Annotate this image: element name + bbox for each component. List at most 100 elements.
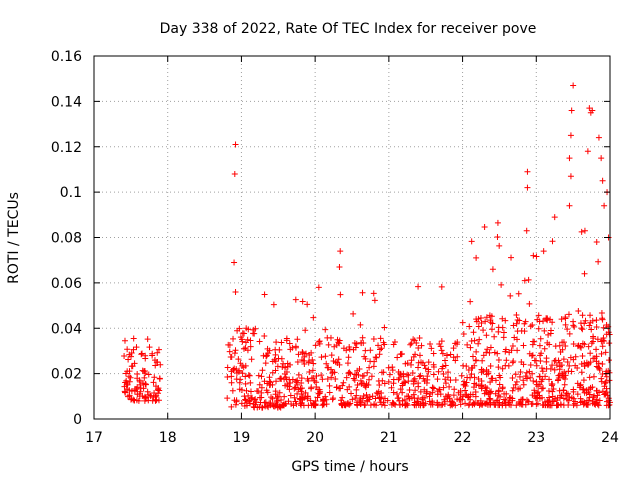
data-point (579, 312, 586, 319)
data-point (415, 380, 422, 387)
data-point (329, 396, 336, 403)
x-tick-label: 17 (85, 430, 103, 446)
data-point (346, 401, 353, 408)
data-point (584, 148, 591, 155)
data-point (525, 276, 532, 283)
data-point (327, 334, 334, 341)
data-point (370, 290, 377, 297)
data-point (417, 388, 424, 395)
data-point (570, 395, 577, 402)
data-point (415, 364, 422, 371)
data-point (145, 371, 152, 378)
data-point (406, 386, 413, 393)
data-point (533, 253, 540, 260)
data-point (239, 338, 246, 345)
data-point (376, 382, 383, 389)
data-point (255, 372, 262, 379)
data-point (251, 330, 258, 337)
data-point (425, 366, 432, 373)
data-point (565, 311, 572, 318)
data-point (361, 353, 368, 360)
data-point (231, 170, 238, 177)
data-point (367, 347, 374, 354)
data-point (473, 316, 480, 323)
data-point (410, 377, 417, 384)
data-point (588, 326, 595, 333)
data-point (287, 346, 294, 353)
data-point (593, 353, 600, 360)
data-point (593, 346, 600, 353)
data-point (509, 387, 516, 394)
data-point (353, 386, 360, 393)
data-point (425, 359, 432, 366)
data-point (452, 340, 459, 347)
data-point (307, 397, 314, 404)
data-point (570, 322, 577, 329)
data-point (447, 377, 454, 384)
data-point (320, 401, 327, 408)
data-point (155, 390, 162, 397)
data-point (372, 354, 379, 361)
data-point (478, 320, 485, 327)
y-tick-label: 0.16 (51, 49, 82, 65)
data-point (550, 398, 557, 405)
data-point (478, 366, 485, 373)
data-point (469, 391, 476, 398)
data-point (434, 376, 441, 383)
data-point (593, 324, 600, 331)
data-point (350, 346, 357, 353)
data-point (405, 378, 412, 385)
data-point (533, 357, 540, 364)
data-point (278, 339, 285, 346)
data-point (337, 248, 344, 255)
data-point (535, 383, 542, 390)
data-point (605, 397, 612, 404)
data-point (286, 340, 293, 347)
data-point (538, 350, 545, 357)
data-point (560, 395, 567, 402)
data-point (596, 397, 603, 404)
data-point (463, 391, 470, 398)
data-point (258, 373, 265, 380)
data-point (124, 368, 131, 375)
data-point (343, 374, 350, 381)
data-point (365, 381, 372, 388)
data-point (462, 400, 469, 407)
data-point (364, 369, 371, 376)
data-point (602, 349, 609, 356)
data-point (467, 344, 474, 351)
data-point (540, 318, 547, 325)
data-point (589, 107, 596, 114)
data-point (242, 339, 249, 346)
data-point (359, 395, 366, 402)
data-point (564, 358, 571, 365)
x-tick-label: 22 (454, 430, 472, 446)
data-point (121, 352, 128, 359)
data-point (520, 377, 527, 384)
data-point (226, 341, 233, 348)
data-point (363, 391, 370, 398)
data-point (339, 402, 346, 409)
data-point (272, 367, 279, 374)
data-point (442, 393, 449, 400)
data-point (507, 394, 514, 401)
data-point (405, 372, 412, 379)
data-point (412, 387, 419, 394)
data-point (335, 356, 342, 363)
data-point (579, 326, 586, 333)
data-point (305, 402, 312, 409)
data-point (575, 308, 582, 315)
data-point (543, 358, 550, 365)
data-point (571, 323, 578, 330)
data-point (126, 387, 133, 394)
data-point (336, 361, 343, 368)
data-point (562, 321, 569, 328)
data-point (514, 328, 521, 335)
data-point (586, 374, 593, 381)
data-point (499, 384, 506, 391)
data-point (281, 393, 288, 400)
data-point (484, 346, 491, 353)
data-point (555, 401, 562, 408)
data-point (338, 401, 345, 408)
data-point (574, 391, 581, 398)
